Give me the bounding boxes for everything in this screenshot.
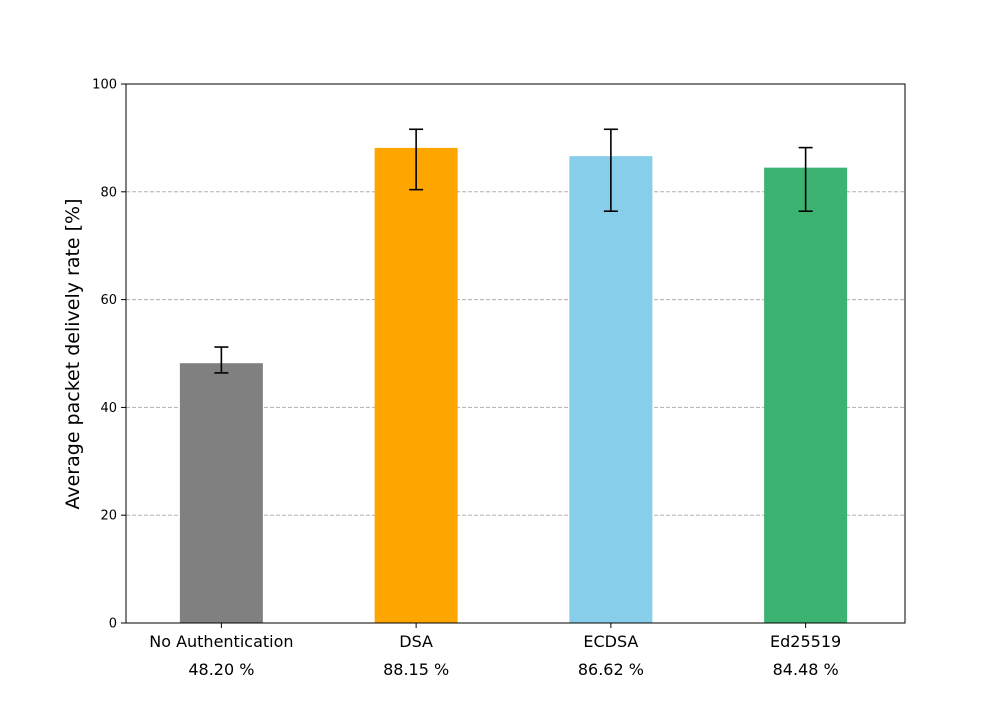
value-label: 48.20 % — [188, 660, 254, 679]
bar — [179, 363, 263, 623]
value-label: 84.48 % — [773, 660, 839, 679]
bars — [179, 147, 848, 623]
y-tick-label: 60 — [100, 293, 117, 308]
bar — [764, 167, 848, 623]
y-tick-label: 40 — [100, 401, 117, 416]
x-tick-label: ECDSA — [583, 632, 638, 651]
y-tick-label: 20 — [100, 509, 117, 524]
y-axis-label: Average packet delively rate [%] — [62, 198, 84, 509]
x-axis-ticks: No Authentication DSA ECDSA Ed25519 — [149, 623, 841, 651]
value-label: 86.62 % — [578, 660, 644, 679]
value-labels: 48.20 % 88.15 % 86.62 % 84.48 % — [188, 660, 838, 679]
value-label: 88.15 % — [383, 660, 449, 679]
plot-frame — [125, 83, 906, 624]
y-tick-label: 100 — [92, 78, 117, 93]
error-bars — [214, 128, 813, 374]
y-tick-label: 80 — [100, 185, 117, 200]
x-tick-label: No Authentication — [149, 632, 293, 651]
bar — [569, 156, 653, 623]
y-tick-label: 0 — [109, 617, 117, 632]
y-axis-ticks: 0 20 40 60 80 100 — [92, 78, 126, 632]
x-tick-label: Ed25519 — [770, 632, 841, 651]
bar — [374, 147, 458, 623]
x-tick-label: DSA — [399, 632, 433, 651]
